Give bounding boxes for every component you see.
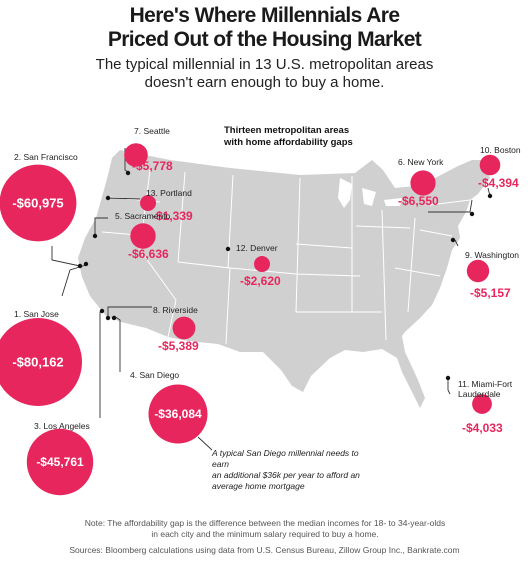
callout-line-2: an additional $36k per year to afford an: [212, 470, 360, 480]
bubble-los-angeles: [26, 428, 94, 496]
dot-miami: [445, 375, 451, 381]
map-heading: Thirteen metropolitan areas with home af…: [224, 125, 374, 149]
gap-value-denver: -$2,620: [240, 274, 281, 288]
note-line-1: Note: The affordability gap is the diffe…: [84, 518, 446, 528]
gap-value-san-diego: -$36,084: [154, 407, 202, 421]
dot-san-jose: [83, 261, 89, 267]
dot-sacramento: [92, 233, 98, 239]
city-label-new-york: 6. New York: [398, 157, 444, 167]
note-line-2: in each city and the minimum salary requ…: [151, 529, 379, 539]
leader-los-angeles: [99, 309, 105, 418]
chart-title: Here's Where Millennials Are Priced Out …: [0, 4, 529, 52]
sources-text: Sources: Bloomberg calculations using da…: [69, 545, 460, 555]
contiguous-us-shape: [78, 150, 490, 408]
leader-sacramento: [94, 217, 108, 234]
bubble-seattle: [124, 143, 148, 167]
dot-portland: [105, 195, 111, 201]
leader-new-york: [428, 199, 473, 213]
city-dots: [77, 170, 493, 381]
bubble-boston: [479, 154, 501, 176]
gap-value-seattle: -$5,778: [132, 159, 173, 173]
gap-value-miami: -$4,033: [462, 421, 503, 435]
city-label-seattle: 7. Seattle: [134, 126, 170, 136]
city-label-sacramento: 5. Sacramento: [115, 211, 171, 221]
callout-line-1: A typical San Diego millennial needs to …: [212, 448, 359, 469]
leader-callout: [197, 436, 213, 451]
us-landmass: [78, 150, 490, 408]
gap-value-portland: -$1,339: [152, 209, 193, 223]
subtitle-line-1: The typical millennial in 13 U.S. metrop…: [95, 56, 434, 73]
bubble-riverside: [172, 316, 196, 340]
bubble-new-york: [410, 170, 436, 196]
bubble-miami: [472, 394, 492, 414]
gap-value-riverside: -$5,389: [158, 339, 199, 353]
title-line-2: Priced Out of the Housing Market: [107, 28, 422, 51]
gap-value-san-jose: -$80,162: [12, 354, 63, 369]
gap-bubbles: [0, 143, 501, 496]
dot-san-diego: [111, 315, 117, 321]
city-label-san-francisco: 2. San Francisco: [14, 152, 78, 162]
title-line-1: Here's Where Millennials Are: [129, 4, 400, 27]
city-label-miami: 11. Miami-Fort Lauderdale: [458, 379, 513, 399]
city-label-denver: 12. Denver: [236, 243, 278, 253]
dot-washington: [450, 237, 456, 243]
dot-seattle: [125, 170, 131, 176]
dot-new-york: [469, 211, 475, 217]
map-heading-line-1: Thirteen metropolitan areas: [224, 125, 350, 136]
leader-washington: [454, 239, 459, 247]
dot-denver: [225, 246, 231, 252]
gap-value-sacramento: -$6,636: [128, 247, 169, 261]
dot-los-angeles: [99, 308, 105, 314]
note-text: Note: The affordability gap is the diffe…: [20, 518, 510, 540]
leader-riverside: [107, 306, 152, 318]
city-label-washington: 9. Washington: [465, 250, 519, 260]
city-label-boston: 10. Boston: [480, 145, 521, 155]
gap-value-new-york: -$6,550: [398, 194, 439, 208]
city-label-portland: 13. Portland: [146, 188, 192, 198]
dot-riverside: [105, 315, 111, 321]
gap-value-boston: -$4,394: [478, 176, 519, 190]
bubble-san-jose: [0, 318, 82, 406]
bubble-washington: [466, 259, 490, 283]
chart-subtitle: The typical millennial in 13 U.S. metrop…: [0, 56, 529, 92]
gap-value-san-francisco: -$60,975: [12, 195, 63, 210]
bubble-denver: [254, 256, 270, 272]
great-lakes: [338, 178, 402, 208]
bubble-san-francisco: [0, 164, 77, 242]
bubble-sacramento: [130, 223, 156, 249]
bubble-portland: [140, 195, 156, 211]
gap-value-los-angeles: -$45,761: [36, 455, 84, 469]
bubble-san-diego: [148, 384, 208, 444]
san-diego-callout: A typical San Diego millennial needs to …: [212, 448, 362, 492]
leader-san-francisco: [51, 246, 81, 267]
leader-portland: [107, 197, 141, 200]
subtitle-line-2: doesn't earn enough to buy a home.: [144, 74, 385, 91]
city-label-san-diego: 4. San Diego: [130, 370, 179, 380]
dot-boston: [487, 193, 493, 199]
city-labels: 7. Seattle -$5,778 13. Portland -$1,339 2. S…: [12, 126, 521, 469]
city-label-riverside: 8. Riverside: [153, 305, 198, 315]
leader-miami: [447, 380, 451, 395]
city-label-san-jose: 1. San Jose: [14, 309, 59, 319]
dot-san-francisco: [77, 263, 83, 269]
leader-san-diego: [113, 315, 121, 372]
callout-line-3: average home mortgage: [212, 481, 305, 491]
city-label-los-angeles: 3. Los Angeles: [34, 421, 90, 431]
gap-value-washington: -$5,157: [470, 286, 511, 300]
map-heading-line-2: with home affordability gaps: [224, 137, 353, 148]
